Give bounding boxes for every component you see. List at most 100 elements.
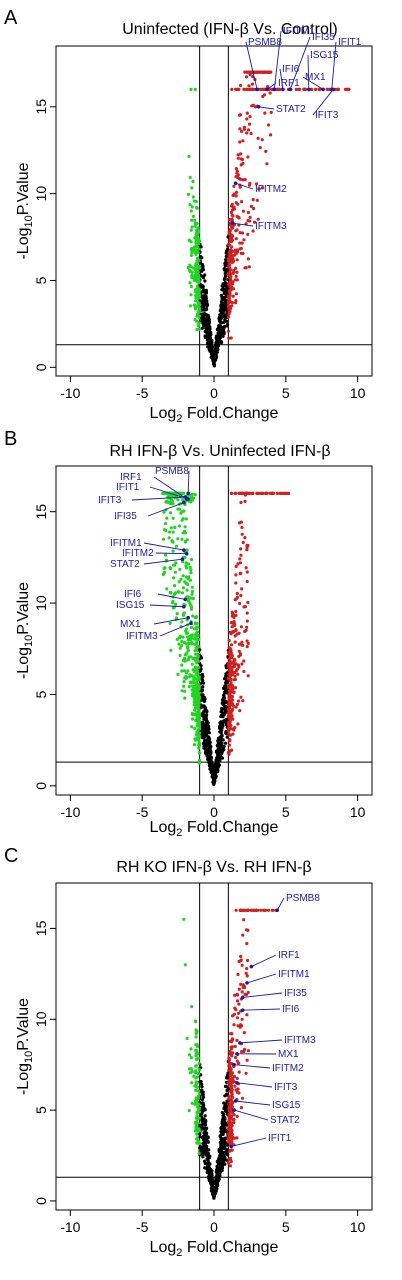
gene-point bbox=[230, 1091, 234, 1095]
gene-point bbox=[197, 303, 201, 307]
gene-point bbox=[164, 553, 168, 557]
gene-point bbox=[224, 1150, 228, 1154]
gene-point bbox=[195, 221, 199, 226]
gene-point bbox=[200, 319, 204, 323]
gene-point bbox=[230, 669, 234, 673]
gene-point bbox=[232, 1121, 236, 1125]
gene-point bbox=[206, 724, 210, 728]
y-tick-label: 15 bbox=[33, 99, 49, 115]
gene-point bbox=[183, 963, 187, 967]
gene-point bbox=[203, 1114, 207, 1118]
gene-point bbox=[227, 336, 231, 340]
gene-point bbox=[237, 654, 241, 659]
gene-label-ifit1: IFIT1 bbox=[116, 482, 140, 493]
gene-point bbox=[226, 1137, 230, 1141]
gene-point bbox=[222, 320, 226, 324]
gene-point bbox=[201, 681, 206, 685]
gene-point bbox=[223, 696, 227, 700]
gene-point bbox=[189, 209, 193, 213]
chart-title: RH KO IFN-β Vs. RH IFN-β bbox=[116, 859, 311, 876]
gene-point bbox=[171, 516, 175, 520]
gene-point bbox=[171, 502, 175, 506]
gene-point bbox=[233, 993, 237, 997]
gene-point bbox=[230, 217, 234, 221]
gene-point bbox=[177, 590, 181, 594]
gene-point bbox=[204, 297, 208, 301]
gene-point bbox=[235, 667, 239, 671]
gene-label-leader bbox=[312, 89, 334, 116]
gene-point bbox=[235, 1059, 239, 1063]
gene-point bbox=[170, 493, 174, 498]
gene-point bbox=[198, 648, 202, 652]
labelled-gene-point bbox=[186, 497, 190, 501]
gene-point bbox=[222, 744, 226, 749]
x-tick-label: -5 bbox=[136, 1219, 149, 1235]
gene-point bbox=[194, 1064, 198, 1068]
gene-point bbox=[223, 691, 227, 695]
gene-point bbox=[189, 1056, 193, 1060]
chart-title: Uninfected (IFN-β Vs. Control) bbox=[122, 21, 337, 38]
gene-point bbox=[195, 672, 199, 677]
gene-point bbox=[211, 351, 215, 355]
labelled-gene-point bbox=[249, 964, 254, 969]
gene-point bbox=[187, 1109, 191, 1113]
gene-point bbox=[227, 1058, 232, 1062]
gene-point bbox=[234, 167, 238, 171]
gene-point bbox=[242, 1031, 246, 1035]
gene-point bbox=[240, 587, 244, 591]
gene-point bbox=[197, 306, 201, 310]
gene-point bbox=[196, 251, 200, 255]
gene-point bbox=[182, 612, 186, 616]
gene-point bbox=[192, 712, 196, 716]
gene-label-ifi6: IFI6 bbox=[282, 64, 300, 75]
gene-point bbox=[297, 87, 301, 91]
gene-point bbox=[177, 642, 181, 646]
gene-point bbox=[204, 752, 208, 756]
gene-point bbox=[221, 1151, 225, 1155]
labelled-gene-point bbox=[265, 87, 269, 92]
gene-point bbox=[180, 663, 184, 667]
gene-point bbox=[229, 1098, 233, 1102]
gene-point bbox=[230, 1141, 234, 1145]
gene-point bbox=[191, 614, 195, 618]
gene-point bbox=[250, 82, 255, 86]
gene-point bbox=[190, 725, 194, 729]
gene-point bbox=[187, 599, 191, 603]
gene-point bbox=[244, 491, 248, 495]
gene-point bbox=[180, 689, 184, 693]
gene-label-mx1: MX1 bbox=[305, 72, 326, 83]
gene-label-leader bbox=[279, 68, 284, 90]
gene-point bbox=[198, 256, 202, 260]
gene-point bbox=[244, 266, 248, 270]
gene-point bbox=[220, 698, 225, 702]
gene-point bbox=[235, 1016, 240, 1020]
gene-point bbox=[230, 245, 234, 249]
gene-point bbox=[223, 700, 227, 705]
gene-point bbox=[201, 1122, 205, 1126]
gene-point bbox=[242, 984, 246, 988]
gene-point bbox=[232, 663, 236, 667]
gene-point bbox=[251, 198, 255, 202]
gene-point bbox=[185, 588, 189, 592]
gene-point bbox=[197, 676, 201, 681]
gene-point bbox=[228, 309, 232, 313]
gene-label-leader bbox=[159, 622, 192, 637]
gene-point bbox=[192, 1074, 196, 1078]
labelled-gene-point bbox=[186, 615, 190, 620]
gene-point bbox=[228, 291, 232, 295]
gene-point bbox=[268, 91, 272, 95]
gene-label-leader bbox=[239, 1039, 283, 1044]
gene-point bbox=[200, 695, 204, 699]
gene-point bbox=[200, 689, 204, 693]
y-tick-label: 15 bbox=[33, 920, 49, 936]
gene-point bbox=[208, 740, 212, 745]
gene-point bbox=[195, 695, 199, 699]
gene-point bbox=[239, 571, 243, 575]
gene-point bbox=[229, 700, 233, 704]
gene-point bbox=[211, 767, 215, 771]
gene-point bbox=[188, 681, 192, 685]
gene-point bbox=[236, 1011, 241, 1015]
gene-point bbox=[216, 742, 220, 747]
gene-point bbox=[189, 625, 194, 630]
gene-label-leader bbox=[153, 617, 189, 625]
